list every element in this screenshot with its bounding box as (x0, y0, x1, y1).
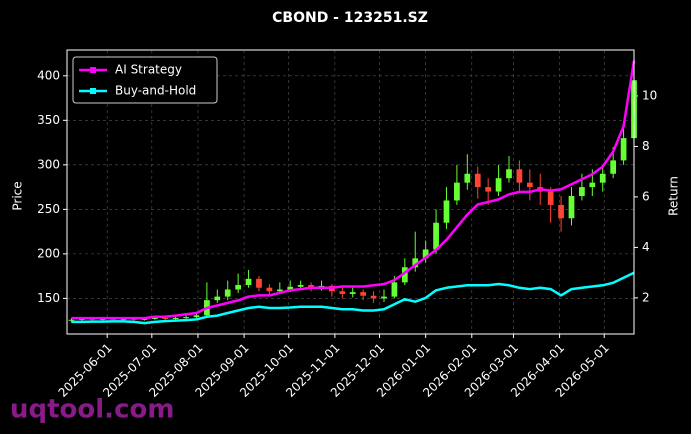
y-tick-label: 150 (37, 291, 60, 305)
y2-tick-label: 10 (642, 88, 657, 102)
candle-body (339, 291, 346, 294)
candle-body (381, 296, 387, 299)
candle-body (287, 286, 294, 290)
candle-body (266, 287, 273, 292)
candle-body (526, 182, 533, 188)
candle-body (141, 318, 148, 320)
y2-tick-label: 4 (642, 240, 650, 254)
return-line (71, 271, 635, 325)
y-tick-label: 250 (37, 202, 60, 216)
y-axis-label: Price (11, 181, 25, 210)
candle-body (391, 282, 398, 297)
return-line (71, 60, 636, 320)
legend-marker (90, 67, 96, 73)
legend-marker (90, 88, 96, 94)
candle-body (308, 285, 314, 288)
candle-body (464, 173, 471, 183)
candle-body (183, 317, 189, 319)
candle-body (120, 318, 127, 320)
candle-body (151, 317, 158, 319)
watermark: uqtool.com (10, 395, 174, 425)
chart-title: CBOND - 123251.SZ (272, 10, 428, 26)
candle-body (245, 278, 252, 286)
y-tick-label: 200 (37, 246, 60, 260)
candle-body (68, 319, 75, 321)
candle-body (193, 315, 200, 318)
candle-body (297, 285, 304, 287)
y-tick-label: 350 (37, 113, 60, 127)
candle-body (235, 285, 242, 290)
candle-body (610, 160, 617, 174)
candle-body (568, 196, 575, 219)
candle-body (370, 295, 377, 299)
candle-body (131, 318, 137, 320)
candle-body (474, 173, 481, 188)
candle-body (454, 182, 460, 201)
legend-box (72, 56, 218, 104)
candle-body (214, 296, 221, 301)
candle-body (547, 191, 554, 205)
candle-body (579, 187, 585, 197)
candle-body (224, 289, 231, 297)
candle-body (485, 187, 492, 192)
candle-body (495, 178, 502, 192)
candle-body (360, 292, 367, 296)
candle-body (589, 182, 596, 188)
y2-axis-label: Return (667, 176, 681, 216)
y2-tick-label: 6 (642, 189, 650, 203)
candle-body (506, 169, 512, 179)
legend-label[interactable]: Buy-and-Hold (115, 84, 196, 98)
candle-body (349, 292, 356, 294)
candle-body (433, 222, 439, 250)
candle-body (422, 249, 429, 259)
candle-body (99, 318, 106, 320)
y-tick-label: 400 (37, 68, 60, 82)
candle-body (162, 317, 169, 319)
legend-label[interactable]: AI Strategy (115, 63, 182, 77)
y-tick-label: 300 (37, 157, 60, 171)
candle-body (620, 138, 627, 161)
candle-body (412, 258, 419, 268)
candle-body (443, 200, 450, 223)
y2-tick-label: 8 (642, 139, 650, 153)
plot-frame (66, 49, 635, 335)
candle-body (79, 318, 85, 320)
y2-tick-label: 2 (642, 290, 650, 304)
candle-body (276, 289, 283, 292)
candle-body (599, 173, 606, 183)
candle-body (401, 267, 408, 283)
candle-body (89, 318, 96, 320)
candle-body (256, 278, 262, 288)
candle-body (558, 204, 564, 219)
candle-body (172, 317, 179, 319)
candle-body (110, 318, 116, 320)
candle-body (516, 169, 523, 183)
